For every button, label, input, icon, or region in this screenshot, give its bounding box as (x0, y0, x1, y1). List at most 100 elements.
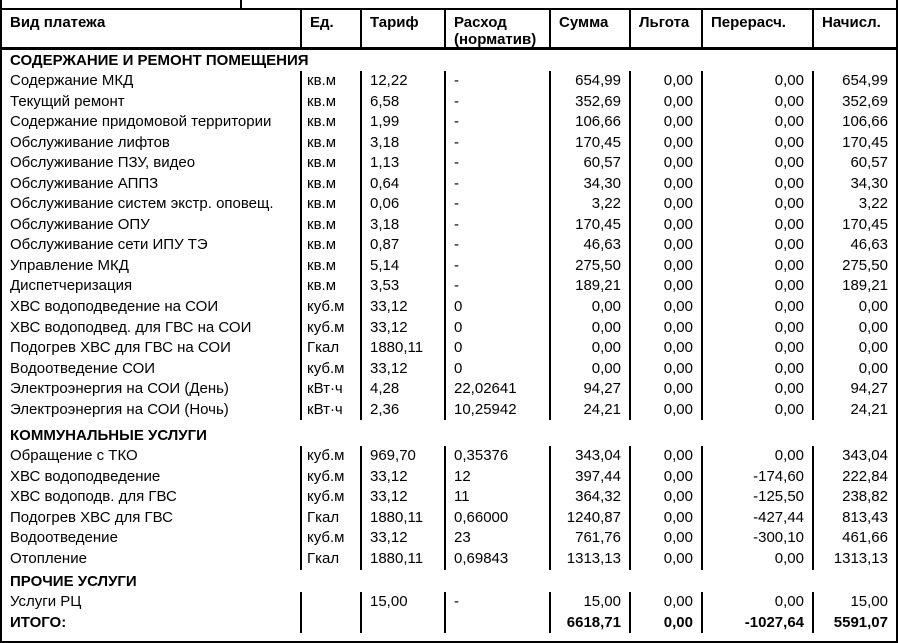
cell-benefit: 0,00 (629, 173, 701, 195)
cell-benefit: 0,00 (629, 297, 701, 318)
table-row: Услуги РЦ 15,00-15,00 0,00 0,00 15,00 (2, 591, 896, 613)
cell-sum: 0,00 (549, 317, 629, 339)
table-header-row: Вид платежа Ед. Тариф Расход (норматив) Сумм… (2, 8, 896, 50)
cell-benefit: 0,00 (629, 612, 701, 634)
cell-accrued: 343,04 (812, 446, 896, 467)
cell-unit: кв.м (300, 276, 360, 298)
cell-name: Услуги РЦ (10, 592, 82, 610)
column-header-recalc: Перерасч. (701, 10, 812, 48)
table-row: ХВС водоподведение куб.м 33,12 12 397,44 0,00… (2, 466, 896, 488)
cell-name: Подогрев ХВС для ГВС на СОИ (10, 339, 231, 357)
cell-benefit: 0,00 (629, 194, 701, 215)
cell-recalc: 0,00 (701, 132, 812, 154)
cell-unit: куб.м (300, 487, 360, 508)
cell-tariff: 33,12 (360, 466, 444, 488)
table-row: Управление МКД кв.м 5,14-275,50 0,00 0,00 275… (2, 255, 896, 277)
cell-accrued: 60,57 (812, 153, 896, 174)
cell-recalc: 0,00 (701, 379, 812, 400)
cell-benefit: 0,00 (629, 71, 701, 92)
cell-name: ХВС водоподведение на СОИ (10, 298, 219, 316)
cell-sum: 3,22 (549, 194, 629, 215)
cell-unit (300, 612, 360, 634)
cell-sum: 397,44 (549, 466, 629, 488)
cell-unit: кв.м (300, 194, 360, 215)
cell-accrued: 461,66 (812, 528, 896, 550)
cell-unit: куб.м (300, 446, 360, 467)
cell-recalc: 0,00 (701, 255, 812, 277)
table-row: Текущий ремонт кв.м 6,58-352,69 0,00 0,00 352… (2, 91, 896, 113)
cell-benefit: 0,00 (629, 214, 701, 236)
cell-name: Обслуживание ОПУ (10, 215, 150, 233)
cell-sum: 1313,13 (549, 549, 629, 570)
cell-recalc: 0,00 (701, 591, 812, 613)
cell-benefit: 0,00 (629, 549, 701, 570)
cell-benefit: 0,00 (629, 132, 701, 154)
cell-recalc: 0,00 (701, 173, 812, 195)
cell-recalc: 0,00 (701, 112, 812, 133)
cell-consumption: - (444, 255, 549, 277)
column-header-unit: Ед. (300, 10, 360, 48)
cell-recalc: 0,00 (701, 235, 812, 256)
cell-name: Обращение с ТКО (10, 447, 138, 465)
cell-benefit: 0,00 (629, 379, 701, 400)
cell-sum: 343,04 (549, 446, 629, 467)
table-body: СОДЕРЖАНИЕ И РЕМОНТ ПОМЕЩЕНИЯ Содержание … (2, 50, 896, 634)
cell-recalc: -174,60 (701, 466, 812, 488)
cell-accrued: 3,22 (812, 194, 896, 215)
table-row: Подогрев ХВС для ГВС Гкал 1880,11 0,66000 12… (2, 507, 896, 529)
cell-benefit: 0,00 (629, 466, 701, 488)
cell-sum: 1240,87 (549, 507, 629, 529)
cell-recalc: 0,00 (701, 71, 812, 92)
cell-consumption (444, 612, 549, 634)
cell-consumption: 0 (444, 358, 549, 380)
cell-name: Электроэнергия на СОИ (Ночь) (10, 400, 229, 418)
table-row: Обслуживание ОПУ кв.м 3,18-170,45 0,00 0,00 1… (2, 214, 896, 236)
cell-sum: 352,69 (549, 91, 629, 113)
cell-sum: 170,45 (549, 214, 629, 236)
cell-unit: Гкал (300, 549, 360, 570)
cell-name: Содержание придомовой территории (10, 113, 272, 131)
cell-unit (300, 591, 360, 613)
cell-benefit: 0,00 (629, 507, 701, 529)
cell-recalc: -125,50 (701, 487, 812, 508)
cell-sum: 275,50 (549, 255, 629, 277)
cell-sum: 761,76 (549, 528, 629, 550)
cell-accrued: 189,21 (812, 276, 896, 298)
cell-recalc: 0,00 (701, 399, 812, 421)
cell-unit: кв.м (300, 173, 360, 195)
cell-accrued: 46,63 (812, 235, 896, 256)
cell-benefit: 0,00 (629, 399, 701, 421)
cell-consumption: - (444, 71, 549, 92)
cell-consumption: 0 (444, 338, 549, 359)
cell-recalc: 0,00 (701, 338, 812, 359)
cell-benefit: 0,00 (629, 528, 701, 550)
cell-accrued: 0,00 (812, 338, 896, 359)
cell-sum: 0,00 (549, 338, 629, 359)
cell-accrued: 5591,07 (812, 612, 896, 634)
cell-name: Диспетчеризация (10, 277, 133, 295)
cell-consumption: - (444, 235, 549, 256)
cell-consumption: 0 (444, 317, 549, 339)
cell-unit: кв.м (300, 153, 360, 174)
table-row: Водоотведение СОИ куб.м 33,12 0 0,00 0,00 0,00… (2, 358, 896, 380)
cell-unit: кв.м (300, 214, 360, 236)
cell-accrued: 275,50 (812, 255, 896, 277)
cell-recalc: 0,00 (701, 297, 812, 318)
cell-tariff: 33,12 (360, 317, 444, 339)
cell-accrued: 813,43 (812, 507, 896, 529)
cell-sum: 6618,71 (549, 612, 629, 634)
cell-consumption: - (444, 194, 549, 215)
cell-accrued: 352,69 (812, 91, 896, 113)
cell-unit: кВт·ч (300, 399, 360, 421)
cell-accrued: 15,00 (812, 591, 896, 613)
cell-sum: 364,32 (549, 487, 629, 508)
cell-sum: 34,30 (549, 173, 629, 195)
table-row: ХВС водоподведение на СОИ куб.м 33,12 0 0,00… (2, 297, 896, 318)
cell-consumption: - (444, 214, 549, 236)
cell-accrued: 238,82 (812, 487, 896, 508)
cell-name: Водоотведение (10, 529, 118, 547)
cell-consumption: 23 (444, 528, 549, 550)
cell-tariff: 1880,11 (360, 507, 444, 529)
table-row: Отопление Гкал 1880,11 0,69843 1313,13 0,00 0,… (2, 549, 896, 570)
cell-sum: 0,00 (549, 297, 629, 318)
